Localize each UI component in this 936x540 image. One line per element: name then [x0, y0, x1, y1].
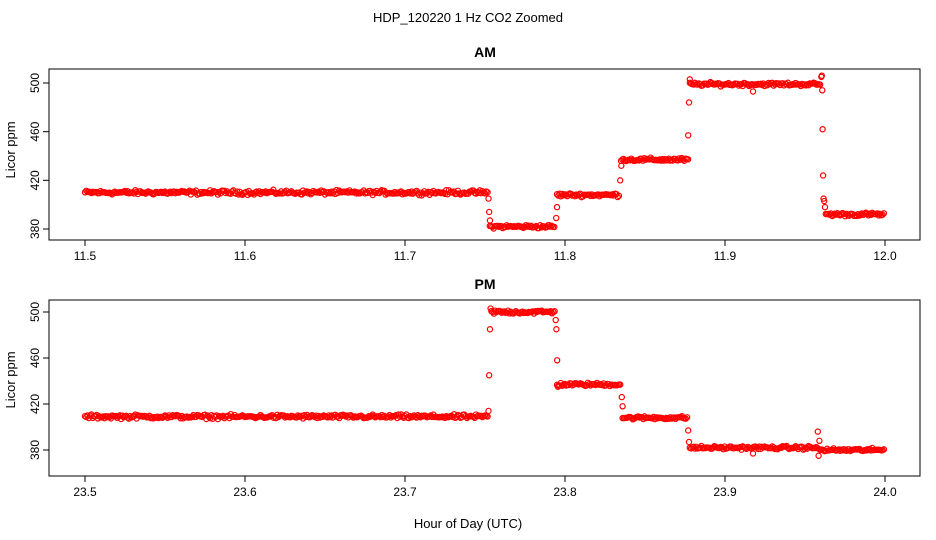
am-data-point: [775, 80, 783, 87]
am-data-point: [816, 81, 824, 88]
am-data-points: [81, 72, 888, 232]
am-y-tick-label: 420: [28, 170, 42, 190]
am-y-tick-label: 380: [28, 219, 42, 239]
pm-data-point: [618, 393, 626, 401]
pm-data-point: [102, 413, 109, 420]
am-data-point: [819, 172, 827, 179]
pm-y-tick-label: 500: [28, 302, 42, 322]
pm-x-tick-label: 24.0: [873, 485, 897, 499]
am-data-point: [686, 76, 694, 83]
am-data-point: [617, 177, 624, 184]
pm-data-point: [552, 316, 559, 324]
am-data-point: [765, 79, 772, 87]
pm-data-point: [553, 326, 560, 333]
pm-data-point: [880, 446, 888, 453]
am-data-point: [685, 132, 692, 139]
am-panel: AM Licor ppm 11.5 11.6 11.7 11.8 11.9 12.0 38…: [3, 44, 921, 263]
pm-data-point: [487, 305, 494, 312]
am-x-tick-label: 11.7: [394, 249, 417, 263]
pm-y-tick-label: 460: [28, 348, 42, 368]
pm-y-tick-label: 420: [28, 394, 42, 414]
pm-data-point: [685, 427, 692, 434]
am-y-tick-label: 500: [28, 73, 42, 93]
pm-data-point: [814, 428, 822, 435]
am-plot-frame: [48, 68, 921, 241]
pm-data-point: [634, 413, 642, 420]
pm-data-point: [486, 326, 494, 333]
pm-data-point: [485, 407, 492, 415]
am-data-point: [618, 162, 625, 169]
am-x-tick-label: 11.5: [74, 249, 97, 263]
am-data-point: [485, 195, 492, 202]
pm-data-point: [619, 403, 626, 410]
pm-y-axis-label: Licor ppm: [3, 351, 18, 408]
am-data-point: [615, 192, 623, 200]
pm-x-tick-label: 23.6: [233, 485, 257, 499]
pm-x-tick-label: 23.5: [73, 485, 97, 499]
am-data-point: [485, 208, 493, 216]
am-x-tick-label: 11.9: [714, 249, 737, 263]
am-x-tick-label: 12.0: [873, 249, 897, 263]
am-data-point: [486, 217, 494, 224]
am-data-point: [377, 188, 384, 195]
figure-title: HDP_120220 1 Hz CO2 Zoomed: [373, 10, 563, 25]
am-data-point: [821, 197, 828, 205]
pm-data-point: [301, 412, 308, 419]
pm-data-point: [749, 450, 757, 457]
am-data-point: [553, 214, 560, 222]
pm-data-point: [554, 383, 562, 390]
pm-data-point: [685, 438, 693, 446]
pm-plot-frame: [48, 299, 921, 477]
am-x-tick-label: 11.6: [234, 249, 257, 263]
pm-panel-title: PM: [475, 276, 496, 292]
am-data-point: [819, 126, 826, 133]
am-y-axis-label: Licor ppm: [3, 121, 18, 178]
am-data-point: [553, 203, 561, 211]
pm-data-point: [682, 415, 690, 422]
am-data-point: [609, 191, 616, 198]
am-x-tick-label: 11.8: [554, 249, 577, 263]
am-data-point: [819, 87, 826, 94]
x-axis-label: Hour of Day (UTC): [414, 516, 522, 531]
pm-data-point: [551, 308, 558, 315]
pm-data-points: [81, 305, 888, 459]
pm-x-tick-label: 23.7: [393, 485, 417, 499]
am-data-point: [821, 203, 829, 211]
pm-data-point: [816, 437, 823, 444]
pm-x-tick-label: 23.9: [713, 485, 737, 499]
am-y-tick-label: 460: [28, 121, 42, 141]
am-data-point: [378, 186, 385, 194]
pm-data-point: [815, 452, 822, 459]
am-data-point: [484, 188, 491, 196]
pm-data-point: [617, 381, 624, 388]
am-data-point: [614, 193, 621, 201]
pm-data-point: [480, 413, 487, 420]
pm-data-point: [683, 414, 691, 421]
am-data-point: [684, 156, 692, 163]
pm-data-point: [485, 372, 493, 379]
am-data-point: [675, 155, 683, 162]
am-panel-title: AM: [474, 44, 496, 60]
pm-x-tick-label: 23.8: [553, 485, 577, 499]
pm-y-tick-label: 380: [28, 440, 42, 460]
am-data-point: [749, 88, 757, 95]
am-data-point: [551, 223, 558, 231]
am-data-point: [685, 99, 693, 106]
am-data-point: [818, 72, 826, 79]
pm-data-point: [553, 357, 561, 364]
am-data-point: [875, 212, 882, 219]
am-data-point: [880, 210, 888, 217]
am-data-point: [879, 211, 886, 218]
pm-panel: PM Licor ppm 23.5 23.6 23.7 23.8 23.9 24.0 38…: [3, 276, 921, 499]
am-data-point: [558, 190, 566, 198]
